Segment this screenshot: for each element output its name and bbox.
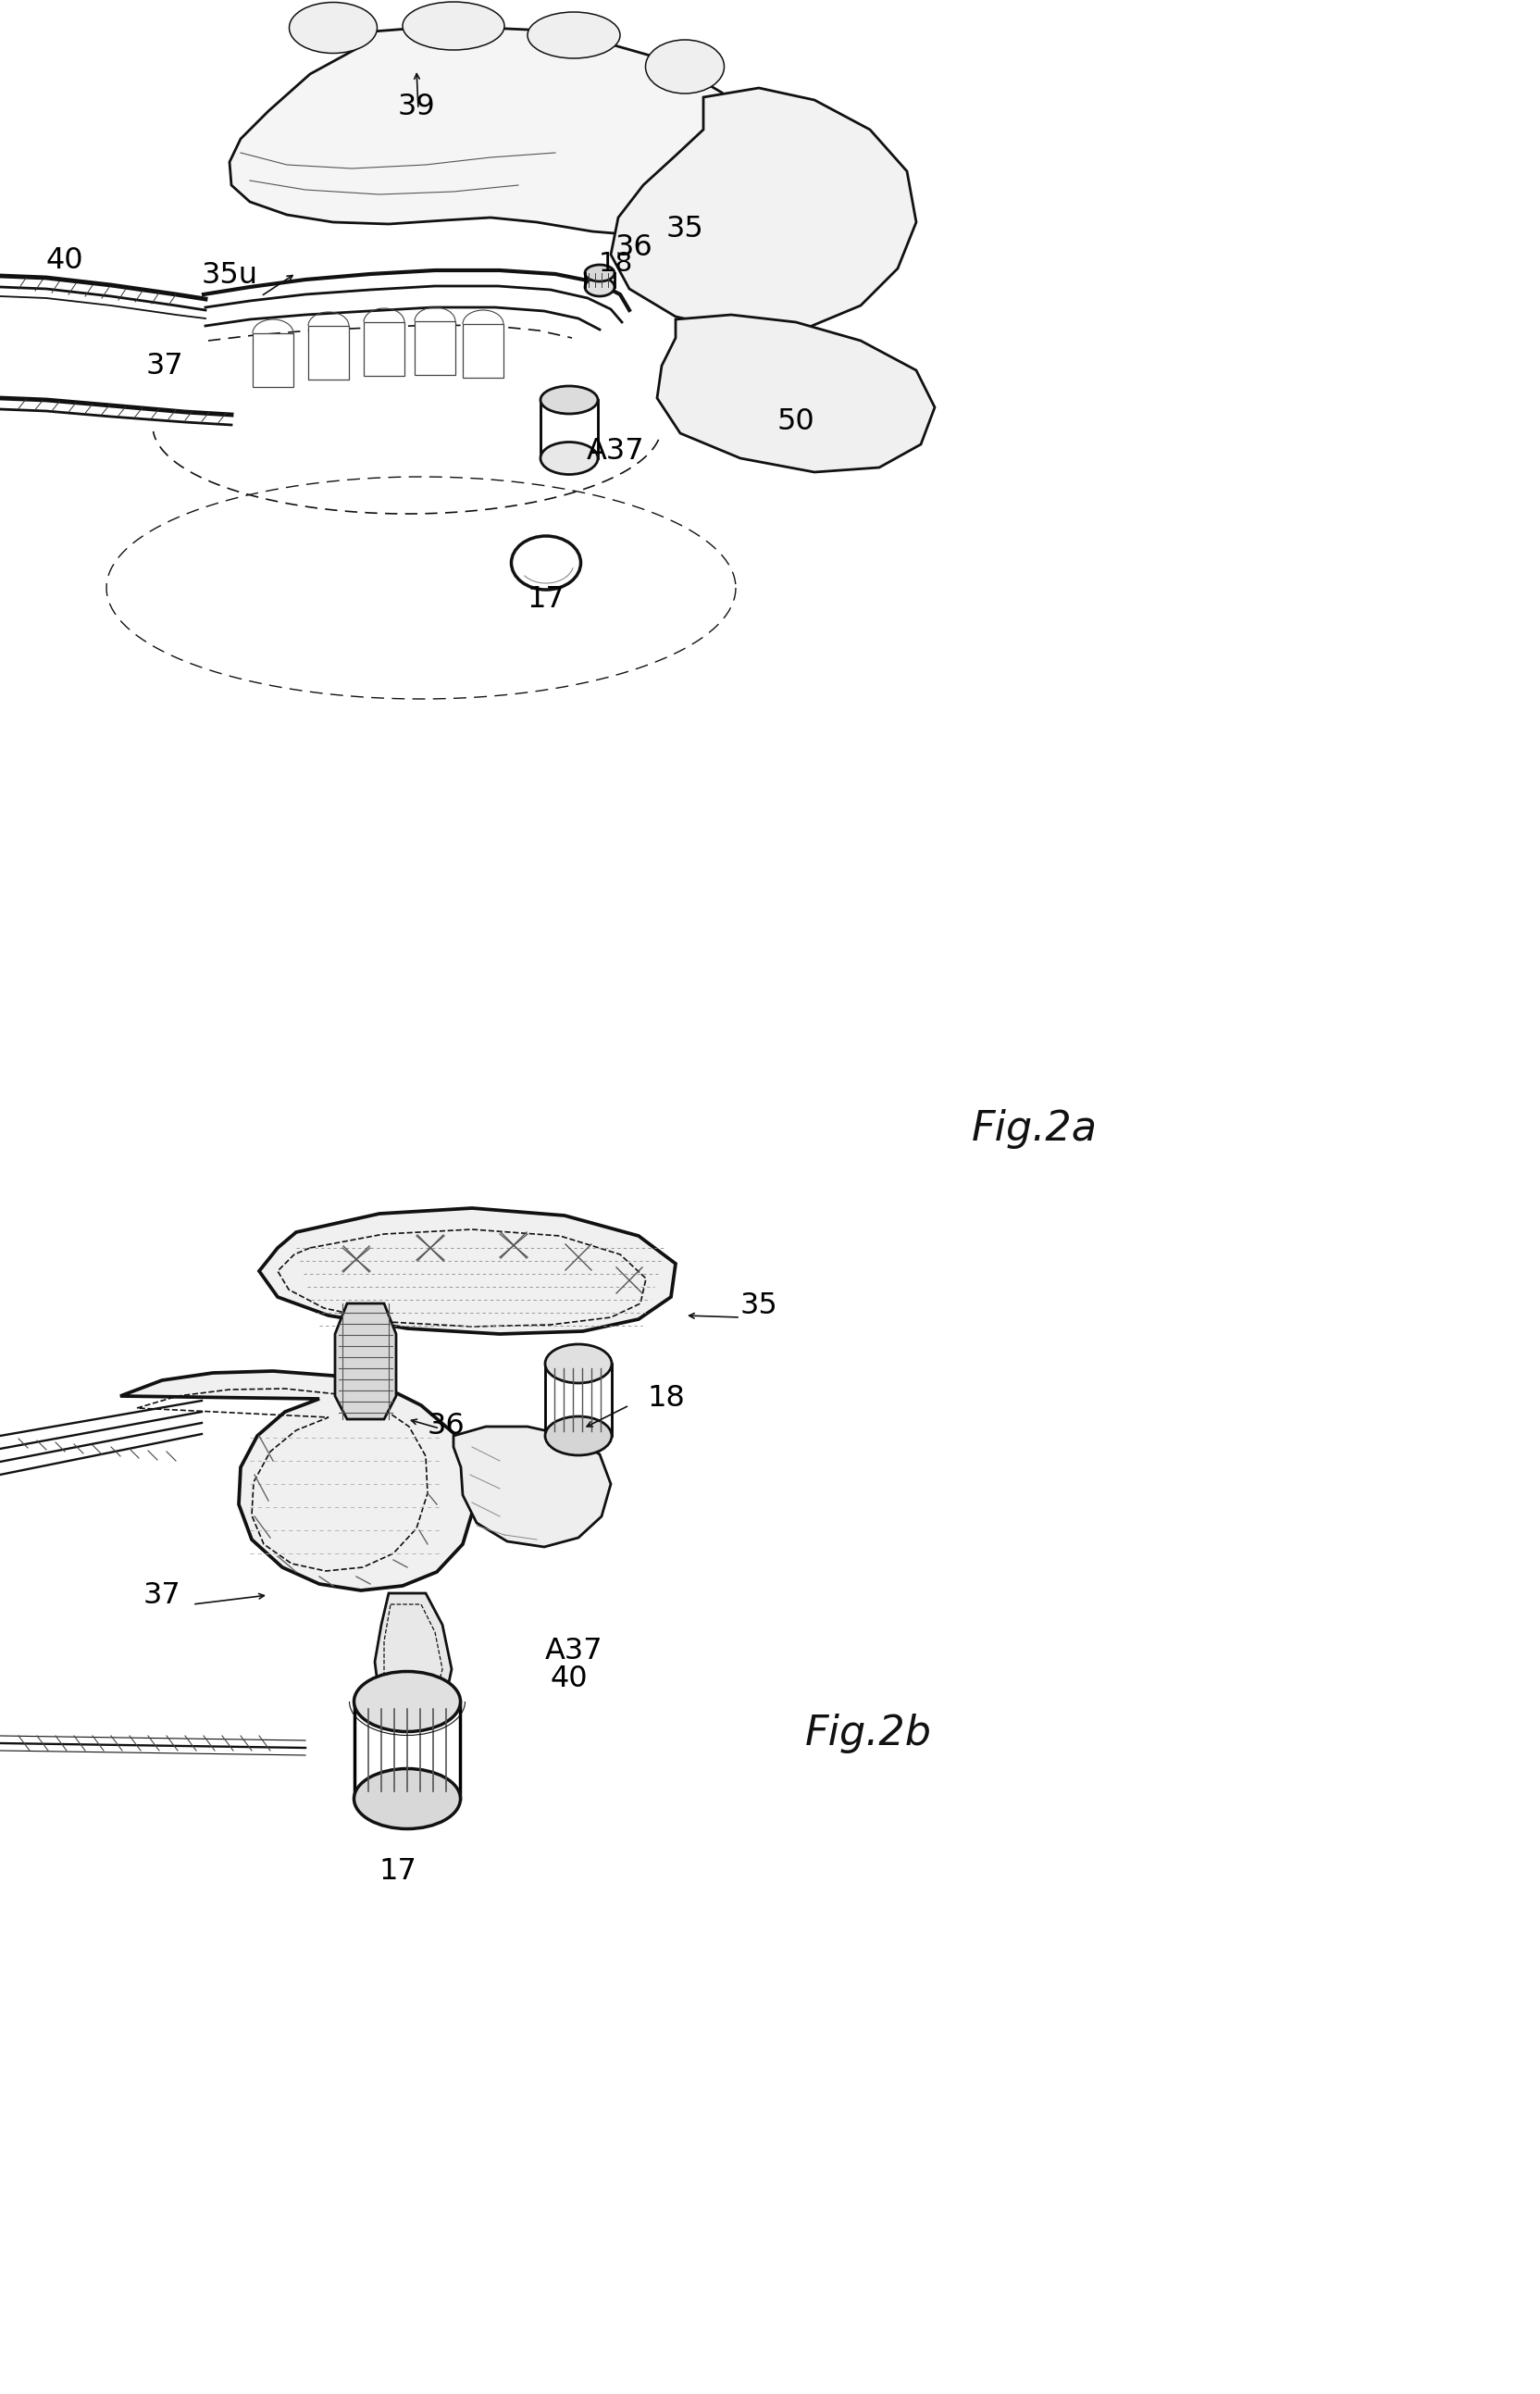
PathPatch shape	[453, 1427, 610, 1547]
Ellipse shape	[541, 443, 598, 474]
Ellipse shape	[541, 385, 598, 414]
Text: A37: A37	[545, 1635, 602, 1664]
Text: 36: 36	[427, 1412, 465, 1441]
Ellipse shape	[290, 2, 377, 53]
PathPatch shape	[259, 1209, 675, 1333]
Ellipse shape	[545, 1343, 611, 1384]
Text: 35: 35	[739, 1293, 778, 1321]
PathPatch shape	[334, 1302, 396, 1420]
Ellipse shape	[354, 1769, 460, 1829]
Text: 17: 17	[379, 1858, 417, 1886]
Text: 18: 18	[598, 251, 633, 278]
Text: 35u: 35u	[202, 261, 257, 290]
PathPatch shape	[120, 1372, 474, 1590]
PathPatch shape	[462, 323, 504, 378]
Text: 37: 37	[146, 352, 183, 381]
Ellipse shape	[585, 266, 614, 282]
Text: 39: 39	[397, 91, 436, 120]
Text: 50: 50	[776, 407, 815, 436]
Ellipse shape	[645, 41, 724, 93]
PathPatch shape	[253, 333, 293, 388]
Text: 40: 40	[46, 247, 83, 275]
Text: 40: 40	[550, 1664, 588, 1693]
Text: 17: 17	[527, 587, 565, 615]
Text: 37: 37	[143, 1580, 180, 1609]
PathPatch shape	[610, 89, 916, 330]
Text: Fig.2a: Fig.2a	[972, 1108, 1096, 1149]
Ellipse shape	[545, 1417, 611, 1456]
PathPatch shape	[656, 314, 935, 472]
Ellipse shape	[354, 1671, 460, 1731]
PathPatch shape	[308, 326, 348, 381]
Text: Fig.2b: Fig.2b	[805, 1714, 932, 1755]
PathPatch shape	[414, 321, 454, 376]
Ellipse shape	[402, 2, 504, 50]
Text: 35: 35	[665, 215, 704, 244]
PathPatch shape	[229, 26, 767, 237]
Text: 18: 18	[647, 1384, 685, 1412]
Ellipse shape	[511, 536, 581, 589]
PathPatch shape	[363, 323, 403, 376]
Ellipse shape	[527, 12, 619, 57]
Text: A37: A37	[587, 438, 644, 467]
Text: 36: 36	[614, 235, 653, 263]
Ellipse shape	[585, 278, 614, 297]
PathPatch shape	[374, 1594, 451, 1716]
